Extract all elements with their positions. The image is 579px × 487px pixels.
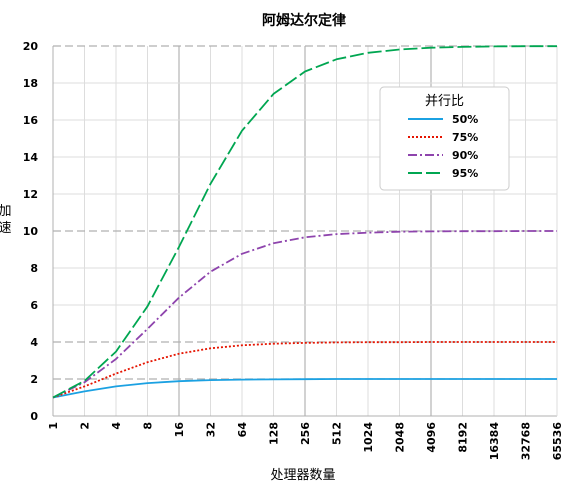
series-lines bbox=[52, 45, 557, 399]
x-tick-label: 512 bbox=[331, 422, 344, 445]
y-tick-label: 16 bbox=[23, 114, 39, 127]
y-tick-label: 0 bbox=[30, 410, 38, 423]
x-tick-label: 32 bbox=[205, 422, 218, 437]
y-axis-ticks: 0 2 4 6 8 10 12 14 16 18 20 bbox=[23, 40, 39, 423]
y-tick-label: 12 bbox=[23, 188, 38, 201]
x-tick-label: 8 bbox=[142, 422, 155, 430]
x-tick-label: 8192 bbox=[457, 422, 470, 453]
y-tick-label: 10 bbox=[23, 225, 39, 238]
legend-label: 95% bbox=[452, 167, 478, 180]
chart-title: 阿姆达尔定律 bbox=[262, 12, 346, 29]
y-tick-label: 8 bbox=[30, 262, 38, 275]
series-line-95pct bbox=[52, 45, 557, 399]
legend: 并行比 50% 75% 90% 95% bbox=[379, 86, 510, 191]
y-tick-label: 2 bbox=[30, 373, 38, 386]
x-tick-label: 2048 bbox=[394, 422, 407, 453]
legend-title: 并行比 bbox=[425, 94, 464, 109]
x-tick-label: 1024 bbox=[362, 422, 375, 453]
y-axis-label-char: 速 bbox=[0, 221, 12, 236]
y-tick-label: 20 bbox=[23, 40, 39, 53]
x-tick-label: 65536 bbox=[551, 422, 564, 461]
legend-label: 50% bbox=[452, 113, 478, 126]
x-tick-label: 16384 bbox=[488, 422, 501, 461]
x-axis-ticks: 1 2 4 8 16 32 64 128 256 512 1024 2048 4096 8192 16384… bbox=[47, 422, 564, 461]
x-axis-label: 处理器数量 bbox=[270, 468, 335, 483]
x-tick-label: 16 bbox=[173, 422, 186, 438]
x-tick-label: 4096 bbox=[425, 422, 438, 453]
x-tick-label: 256 bbox=[299, 422, 312, 445]
x-tick-label: 4 bbox=[110, 422, 123, 430]
legend-label: 75% bbox=[452, 131, 478, 144]
series-line-75pct bbox=[52, 341, 557, 399]
y-tick-label: 14 bbox=[23, 151, 39, 164]
x-tick-label: 128 bbox=[268, 422, 281, 445]
y-tick-label: 18 bbox=[23, 77, 38, 90]
y-tick-label: 4 bbox=[30, 336, 38, 349]
y-axis-label: 加速 bbox=[0, 204, 12, 236]
legend-box bbox=[379, 86, 510, 191]
y-tick-label: 6 bbox=[30, 299, 38, 312]
x-tick-label: 2 bbox=[79, 422, 92, 430]
x-tick-label: 64 bbox=[236, 422, 249, 438]
x-tick-label: 1 bbox=[47, 422, 60, 430]
legend-label: 90% bbox=[452, 149, 478, 162]
series-line-50pct bbox=[52, 378, 557, 399]
x-tick-label: 32768 bbox=[520, 422, 533, 460]
y-axis-label-char: 加 bbox=[0, 204, 12, 219]
series-line-90pct bbox=[52, 230, 557, 399]
